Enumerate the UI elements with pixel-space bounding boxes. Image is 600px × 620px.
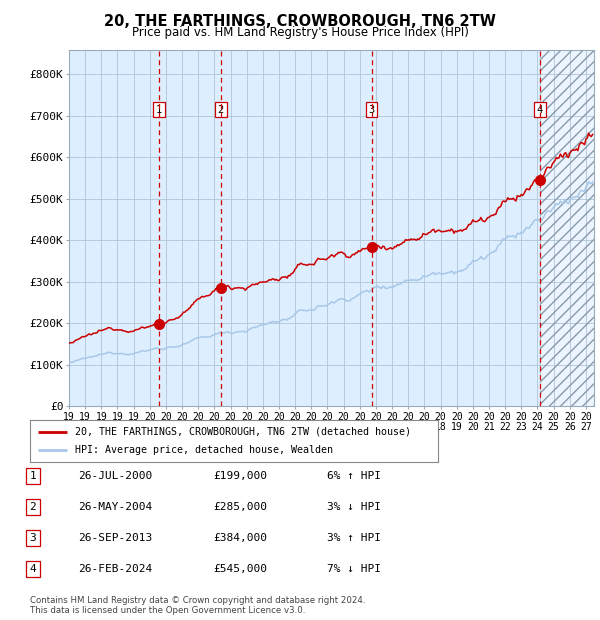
Text: 6% ↑ HPI: 6% ↑ HPI [327, 471, 381, 481]
Text: Price paid vs. HM Land Registry's House Price Index (HPI): Price paid vs. HM Land Registry's House … [131, 26, 469, 39]
Text: 3: 3 [29, 533, 37, 543]
Bar [540, 50, 594, 406]
Text: 4: 4 [29, 564, 37, 574]
Text: £384,000: £384,000 [213, 533, 267, 543]
Text: 20, THE FARTHINGS, CROWBOROUGH, TN6 2TW (detached house): 20, THE FARTHINGS, CROWBOROUGH, TN6 2TW … [75, 427, 411, 436]
Text: 3% ↓ HPI: 3% ↓ HPI [327, 502, 381, 512]
Text: 26-MAY-2004: 26-MAY-2004 [78, 502, 152, 512]
Text: 20, THE FARTHINGS, CROWBOROUGH, TN6 2TW: 20, THE FARTHINGS, CROWBOROUGH, TN6 2TW [104, 14, 496, 29]
Bar [540, 50, 594, 406]
Text: 3: 3 [368, 105, 374, 115]
Text: £199,000: £199,000 [213, 471, 267, 481]
Text: 26-FEB-2024: 26-FEB-2024 [78, 564, 152, 574]
Text: 2: 2 [218, 105, 224, 115]
Text: 26-SEP-2013: 26-SEP-2013 [78, 533, 152, 543]
Text: 1: 1 [29, 471, 37, 481]
Text: 2: 2 [29, 502, 37, 512]
Text: HPI: Average price, detached house, Wealden: HPI: Average price, detached house, Weal… [75, 445, 333, 455]
Text: 4: 4 [537, 105, 543, 115]
Text: £545,000: £545,000 [213, 564, 267, 574]
Text: 3% ↑ HPI: 3% ↑ HPI [327, 533, 381, 543]
Text: Contains HM Land Registry data © Crown copyright and database right 2024.
This d: Contains HM Land Registry data © Crown c… [30, 596, 365, 615]
Text: 26-JUL-2000: 26-JUL-2000 [78, 471, 152, 481]
Text: 1: 1 [156, 105, 162, 115]
Text: £285,000: £285,000 [213, 502, 267, 512]
Text: 7% ↓ HPI: 7% ↓ HPI [327, 564, 381, 574]
